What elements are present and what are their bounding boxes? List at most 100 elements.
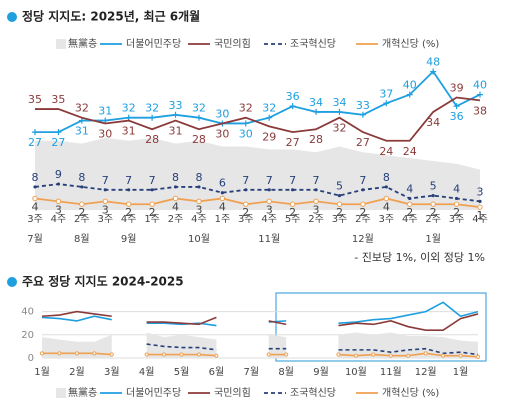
marker [196,198,202,205]
data-label: 6 [219,177,226,190]
line [41,310,479,331]
marker [109,352,114,357]
x-tick-label: 3주 [379,214,395,225]
data-label: 2 [453,206,460,219]
data-label: 31 [98,105,112,118]
x-tick-label: 3주 [97,214,113,225]
marker [384,185,388,189]
data-label: 40 [403,79,417,92]
x-tick-label: 3월 [104,366,120,378]
marker [242,120,249,127]
month-label: 10월 [188,233,210,245]
month-label: 8월 [74,233,90,245]
x-tick-label: 4주 [402,214,418,225]
data-label: 27 [286,136,300,149]
data-label: 4 [219,200,226,213]
data-label: 7 [266,174,273,187]
marker [149,201,155,207]
marker [289,103,296,110]
highlight-box [275,292,487,362]
legend-label: 개혁신당 (%) [382,38,439,50]
marker [336,201,343,207]
data-label: 30 [98,127,112,140]
x-tick-label: 3주 [238,214,254,225]
line [35,70,481,134]
data-label: 8 [383,171,390,184]
marker [244,188,248,192]
data-label: 7 [102,174,109,187]
data-label: 8 [172,171,179,184]
x-tick-label: 4주 [191,214,207,225]
data-label: 2 [289,206,296,219]
data-label: 35 [51,93,65,106]
marker [196,352,202,357]
marker [371,352,376,357]
data-label: 32 [239,102,253,115]
data-label: 4 [32,200,39,213]
data-label: 40 [473,79,487,92]
x-tick-label: 7월 [243,366,259,378]
data-label: 31 [169,125,183,138]
line [41,301,479,327]
x-tick-label: 2주 [308,214,324,225]
x-tick-label: 4주 [121,214,137,225]
data-label: 30 [215,127,229,140]
month-label: 7월 [27,233,43,245]
data-label: 4 [406,182,413,195]
line [35,96,481,142]
marker [407,201,413,207]
data-label: 32 [75,102,89,115]
x-tick-label: 1월 [34,366,50,378]
legend-label: 개혁신당 (%) [382,387,439,399]
x-tick-label: 2주 [355,214,371,225]
data-label: 2 [242,206,249,219]
month-label: 11월 [258,233,280,245]
data-label: 7 [125,174,132,187]
marker [430,68,437,75]
data-label: 2 [149,206,156,219]
marker [388,353,393,358]
x-tick-label: 6월 [209,366,225,378]
title-dot [7,12,17,22]
marker [284,352,289,357]
x-tick-label: 10월 [345,366,367,378]
x-tick-label: 12월 [415,366,437,378]
data-label: 3 [477,185,484,198]
x-tick-label: 2주 [74,214,90,225]
data-label: 24 [403,145,417,158]
marker [220,191,224,195]
marker [219,195,226,202]
marker [267,188,271,192]
x-tick-label: 9월 [313,366,329,378]
legend-swatch [56,388,66,398]
marker [314,188,318,192]
x-tick-label: 8월 [278,366,294,378]
x-tick-label: 3주 [332,214,348,225]
marker [359,111,366,118]
marker [423,351,428,356]
data-label: 28 [192,133,206,146]
data-label: 8 [32,171,39,184]
marker [144,352,149,357]
x-tick-label: 11월 [380,366,402,378]
marker [55,198,62,205]
data-label: 32 [145,102,159,115]
data-label: 2 [125,206,132,219]
marker [408,196,412,201]
y-tick-label: 40 [21,307,34,318]
data-label: 30 [215,107,229,120]
marker [454,196,459,201]
marker [55,129,62,136]
data-label: 7 [149,174,156,187]
data-label: 3 [266,203,273,216]
x-tick-label: 4월 [139,366,155,378]
x-tick-label: 1월 [453,366,469,378]
data-label: 8 [195,171,202,184]
marker [406,91,413,98]
marker [39,351,45,356]
marker [360,201,366,207]
marker [289,201,296,207]
marker [33,185,37,189]
data-label: 3 [195,203,202,216]
data-label: 31 [75,125,89,138]
